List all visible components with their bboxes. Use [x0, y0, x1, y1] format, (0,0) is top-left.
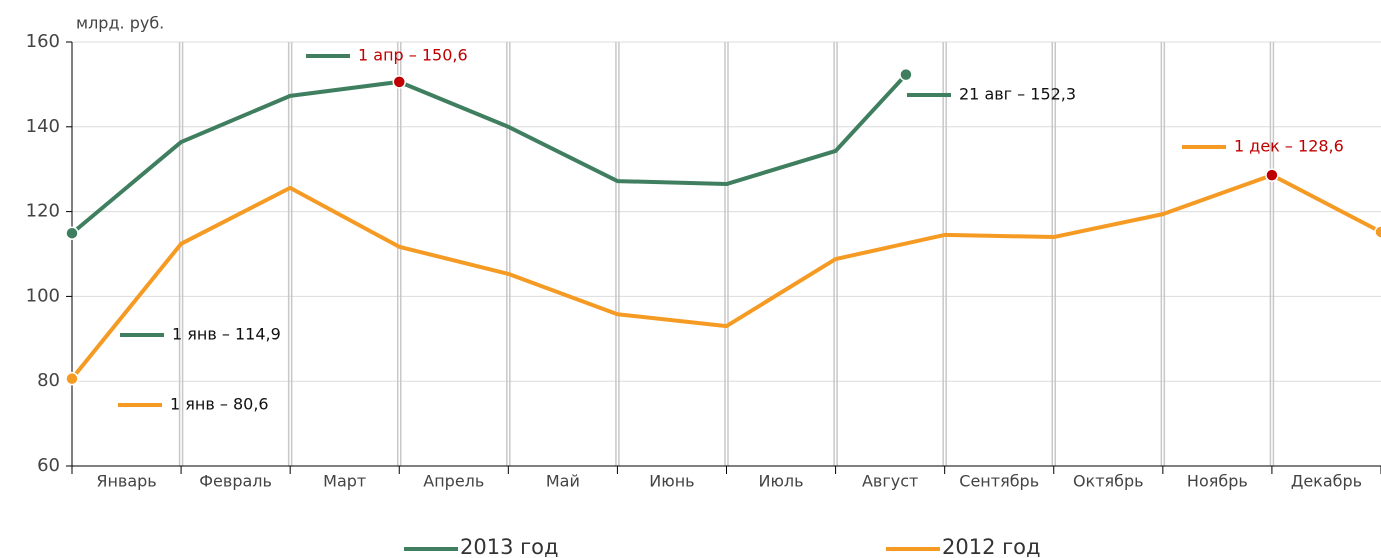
- y-tick-label: 140: [26, 116, 60, 137]
- annotation: 1 янв – 80,6: [170, 395, 269, 414]
- series-line: [70, 73, 908, 235]
- y-tick-label: 100: [26, 285, 60, 306]
- series-line: [70, 173, 1381, 380]
- x-category-label: Декабрь: [1291, 472, 1362, 491]
- point: [65, 226, 79, 240]
- annotation: 1 дек – 128,6: [1234, 137, 1344, 156]
- y-tick-label: 120: [26, 201, 60, 222]
- x-category-label: Январь: [96, 472, 156, 491]
- point: [1374, 225, 1381, 239]
- x-category-label: Июнь: [649, 472, 694, 491]
- x-category-label: Июль: [758, 472, 803, 491]
- x-category-label: Март: [323, 472, 366, 491]
- x-category-label: Апрель: [423, 472, 484, 491]
- point: [1265, 168, 1279, 182]
- x-category-label: Август: [862, 472, 918, 491]
- point: [899, 67, 913, 82]
- x-category-label: Сентябрь: [959, 472, 1039, 491]
- point: [392, 75, 406, 89]
- x-category-label: Ноябрь: [1187, 472, 1248, 491]
- x-category-label: Май: [546, 472, 580, 491]
- legend-label: 2013 год: [460, 535, 559, 558]
- point: [65, 371, 79, 386]
- y-axis-unit: млрд. руб.: [76, 14, 164, 33]
- y-tick-label: 160: [26, 31, 60, 52]
- y-tick-label: 60: [37, 455, 60, 476]
- y-tick-label: 80: [37, 370, 60, 391]
- annotation: 21 авг – 152,3: [959, 85, 1076, 104]
- annotation: 1 янв – 114,9: [172, 325, 281, 344]
- legend-label: 2012 год: [942, 535, 1041, 558]
- x-category-label: Февраль: [199, 472, 272, 491]
- x-category-label: Октябрь: [1073, 472, 1144, 491]
- annotation: 1 апр – 150,6: [358, 46, 468, 65]
